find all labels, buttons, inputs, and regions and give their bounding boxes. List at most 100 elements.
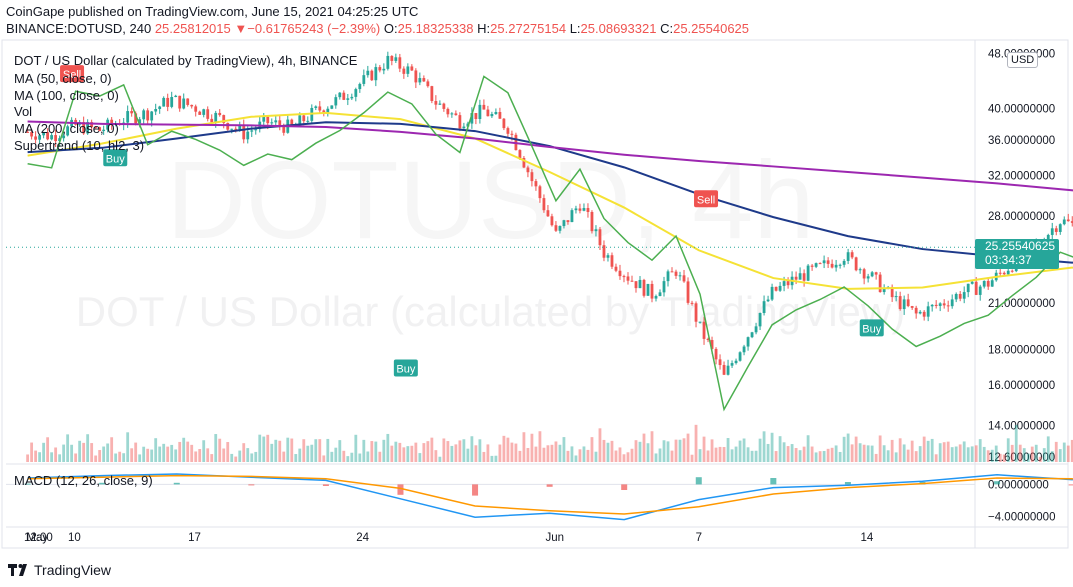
candle-body: [266, 116, 270, 124]
candle-body: [238, 124, 242, 130]
candle-body: [614, 266, 618, 271]
volume-bar: [526, 447, 530, 462]
price-tick-label: 36.00000000: [988, 135, 1055, 147]
volume-bar: [970, 446, 974, 462]
time-tick-label: May: [26, 532, 48, 544]
volume-bar: [394, 441, 398, 462]
candle-body: [246, 131, 250, 140]
volume-bar: [746, 447, 750, 462]
legend-volume[interactable]: Vol: [14, 104, 33, 119]
volume-bar: [38, 452, 42, 462]
candle-body: [978, 286, 982, 295]
volume-bar: [506, 437, 510, 462]
tradingview-logo[interactable]: TradingView: [8, 562, 111, 578]
volume-bar: [1042, 448, 1046, 462]
low-label: L:: [569, 21, 581, 36]
volume-bar: [634, 440, 638, 462]
ma50-line: [27, 111, 1073, 290]
candle-body: [422, 78, 426, 82]
volume-bar: [802, 446, 806, 462]
volume-bar: [346, 456, 350, 462]
volume-bar: [642, 433, 646, 462]
volume-bar: [722, 447, 726, 462]
volume-bar: [318, 439, 322, 462]
volume-bar: [682, 438, 686, 462]
volume-bar: [462, 439, 466, 462]
open-label: O:: [383, 21, 398, 36]
watermark-description: DOT / US Dollar (calculated by TradingVi…: [76, 288, 905, 335]
candle-body: [414, 70, 418, 83]
volume-bar: [226, 442, 230, 462]
volume-bar: [798, 450, 802, 462]
volume-bar: [1050, 451, 1054, 462]
candle-body: [226, 122, 230, 130]
candle-body: [774, 286, 778, 291]
volume-bar: [730, 449, 734, 462]
legend-ma100[interactable]: MA (100, close, 0): [14, 88, 119, 103]
candle-body: [354, 89, 358, 97]
legend-supertrend[interactable]: Supertrend (10, hl2, 3): [14, 138, 145, 153]
candle-body: [1046, 234, 1050, 243]
volume-bar: [882, 445, 886, 462]
volume-bar: [50, 452, 54, 462]
candle-body: [38, 135, 42, 140]
candle-body: [582, 208, 586, 211]
volume-bar: [818, 451, 822, 462]
currency-badge[interactable]: USD: [1007, 52, 1039, 68]
candle-body: [1006, 270, 1010, 275]
volume-bar: [90, 443, 94, 462]
volume-bar: [654, 453, 658, 462]
candle-body: [814, 263, 818, 267]
open-value: 25.18325338: [397, 21, 474, 36]
volume-bar: [158, 446, 162, 462]
candle-body: [366, 70, 370, 76]
candle-body: [722, 365, 726, 375]
legend-ma200[interactable]: MA (200, close, 0): [14, 121, 119, 136]
candle-body: [498, 112, 502, 119]
volume-bar: [854, 436, 858, 462]
legend-ma50[interactable]: MA (50, close, 0): [14, 71, 112, 86]
volume-bar: [870, 445, 874, 462]
volume-bar: [734, 446, 738, 462]
candle-countdown: 03:34:37: [985, 253, 1032, 268]
candle-body: [1002, 272, 1006, 275]
volume-bar: [950, 447, 954, 462]
volume-bar: [434, 450, 438, 462]
volume-bar: [850, 444, 854, 462]
candle-body: [374, 67, 378, 81]
candle-body: [770, 286, 774, 300]
legend-macd[interactable]: MACD (12, 26, close, 9): [14, 473, 153, 488]
macd-histogram-bar: [322, 484, 329, 486]
legend-title[interactable]: DOT / US Dollar (calculated by TradingVi…: [14, 53, 358, 68]
candle-body: [586, 208, 590, 212]
volume-bar: [790, 444, 794, 462]
volume-bar: [978, 439, 982, 462]
volume-bar: [826, 448, 830, 462]
volume-bar: [810, 446, 814, 462]
volume-bar: [738, 440, 742, 462]
volume-bar: [182, 437, 186, 462]
candle-body: [898, 296, 902, 310]
candle-body: [134, 113, 138, 124]
candle-body: [62, 135, 66, 139]
volume-bar: [334, 447, 338, 462]
volume-bar: [458, 440, 462, 462]
volume-bar: [258, 434, 262, 462]
volume-bar: [206, 448, 210, 462]
sell-marker: [694, 190, 719, 208]
volume-bar: [926, 440, 930, 462]
volume-bar: [1070, 439, 1073, 462]
volume-bar: [878, 435, 882, 462]
volume-bar: [1010, 444, 1014, 462]
candle-body: [798, 273, 802, 280]
volume-bar: [502, 435, 506, 462]
volume-bar: [1062, 442, 1066, 462]
volume-bar: [314, 439, 318, 462]
volume-bar: [214, 434, 218, 462]
volume-bar: [930, 438, 934, 462]
candle-body: [970, 281, 974, 284]
candle-body: [378, 67, 382, 71]
macd-histogram-bar: [1068, 484, 1073, 486]
tradingview-brand: TradingView: [34, 562, 112, 578]
